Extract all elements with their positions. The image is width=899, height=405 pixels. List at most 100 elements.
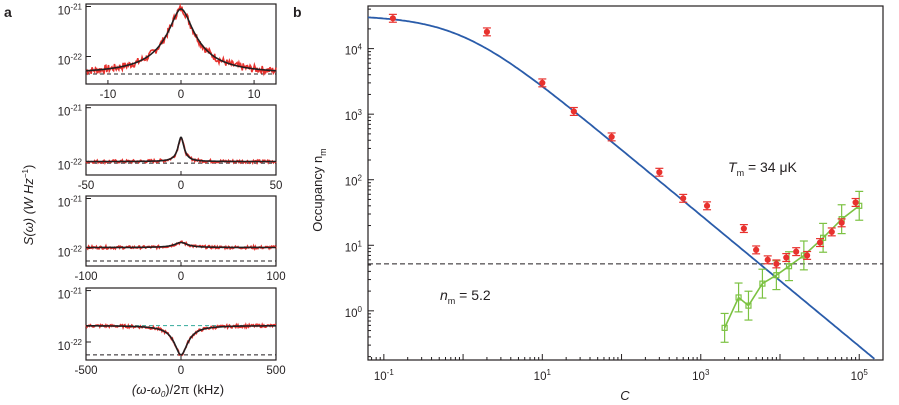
subplot-3-ytick-label-exp: -21 xyxy=(70,195,82,204)
panel-b-xtick-label-base: 10 xyxy=(851,371,864,383)
subplot-2-ytick-label-base: 10 xyxy=(58,107,71,119)
subplot-2-frame xyxy=(85,104,277,176)
subplot-2-xtick-label: 0 xyxy=(178,180,184,192)
annotation-T-value: = 34 μK xyxy=(744,159,797,175)
panel-a-xlabel-part2: )/2π (kHz) xyxy=(165,382,224,397)
annotation-n-symbol: n xyxy=(440,287,448,303)
panel-a-ylabel-sup: −1 xyxy=(21,168,30,178)
panel-b-red-point xyxy=(773,260,780,267)
panel-b-xtick-label-base: 10 xyxy=(374,371,387,383)
annotation-n-sub: m xyxy=(448,296,456,306)
panel-b-xtick-label: 10-1 xyxy=(374,368,394,383)
panel-b-red-point xyxy=(828,228,835,235)
panel-b-red-point xyxy=(539,79,546,86)
panel-b-xtick-label-base: 10 xyxy=(534,371,547,383)
subplot-4-xtick-label: 500 xyxy=(266,365,285,377)
panel-b-green-point xyxy=(773,272,780,279)
subplot-3-ytick-label: 10-21 xyxy=(58,195,83,210)
panel-a-xlabel-part1: (ω-ω xyxy=(132,382,161,397)
annotation-T-sub: m xyxy=(737,168,745,178)
panel-label-a: a xyxy=(4,4,12,20)
panel-b-ytick-label-base: 10 xyxy=(345,46,358,58)
panel-a-ylabel: S(ω) (W Hz−1) xyxy=(21,165,36,246)
panel-b-ytick-label-base: 10 xyxy=(345,242,358,254)
panel-b-red-point xyxy=(680,195,687,202)
panel-b-red-point xyxy=(783,254,790,261)
subplot-2-ytick-label-base: 10 xyxy=(58,161,71,173)
panel-b-xtick-label: 101 xyxy=(534,368,552,383)
panel-b-red-point xyxy=(703,202,711,209)
panel-b-xtick-label-exp: -1 xyxy=(387,368,395,377)
panel-b-red-point xyxy=(753,246,760,254)
panel-b-green-point xyxy=(735,294,742,301)
subplot-2-xtick-label: 50 xyxy=(270,180,283,192)
panel-a-xlabel: (ω-ω0)/2π (kHz) xyxy=(132,382,224,399)
subplot-4-data-trace xyxy=(85,322,277,357)
subplot-1-ytick-label-base: 10 xyxy=(58,56,71,68)
subplot-1-fit-curve xyxy=(85,8,277,72)
subplot-4-xtick-label: -500 xyxy=(74,365,97,377)
annotation-temperature: Tm = 34 μK xyxy=(728,159,798,178)
subplot-1-ytick-label: 10-22 xyxy=(58,53,83,68)
panel-a-xlabel-sub: 0 xyxy=(161,390,166,399)
subplot-3-frame xyxy=(85,195,277,267)
subplot-1-xtick-label: 10 xyxy=(248,89,261,101)
panel-b-ytick-label-exp: 3 xyxy=(358,108,363,117)
annotation-occupancy: nm = 5.2 xyxy=(440,287,491,306)
panel-a-ylabel-close: ) xyxy=(21,165,36,169)
panel-b-ytick-label-base: 10 xyxy=(345,111,358,123)
panel-b-red-point xyxy=(852,199,859,206)
subplot-1-data-trace xyxy=(85,3,277,77)
panel-b-red-point xyxy=(764,256,771,263)
annotation-n-value: = 5.2 xyxy=(455,287,491,303)
subplot-3-xtick-label: 100 xyxy=(266,271,285,283)
panel-a-ylabel-main: S(ω) (W Hz xyxy=(21,178,36,246)
panel-b-green-point xyxy=(721,324,728,331)
panel-b-ytick-label: 103 xyxy=(345,108,363,123)
panel-b-green-point xyxy=(759,280,766,287)
panel-b-frame xyxy=(367,5,884,361)
panel-b-ylabel: Occupancy nm xyxy=(310,148,328,231)
subplot-2-fit-curve xyxy=(86,136,276,163)
panel-b-green-point xyxy=(820,234,827,241)
panel-b-ytick-label: 102 xyxy=(345,174,363,189)
panel-b-ytick-label-exp: 4 xyxy=(358,43,363,52)
subplot-2-ytick-label-exp: -21 xyxy=(70,104,82,113)
panel-label-b: b xyxy=(293,4,302,20)
panel-b-ytick-label: 104 xyxy=(345,43,363,58)
panel-b-blue-fit-curve xyxy=(367,16,875,360)
panel-b-red-point xyxy=(570,108,577,115)
panel-b-red-point xyxy=(608,133,615,141)
panel-b-ytick-label-exp: 2 xyxy=(358,174,363,183)
subplot-4-fit-curve xyxy=(86,325,276,356)
subplot-2-ytick-label: 10-21 xyxy=(58,104,83,119)
subplot-1-ytick-label-base: 10 xyxy=(58,6,71,18)
panel-b-xtick-label: 103 xyxy=(692,368,710,383)
panel-b-ylabel-main: Occupancy n xyxy=(310,156,325,232)
annotation-T-symbol: T xyxy=(728,159,738,175)
panel-b-ytick-label-exp: 0 xyxy=(358,305,363,314)
subplot-1-ytick-label: 10-21 xyxy=(58,3,83,18)
panel-b-xtick-label-base: 10 xyxy=(692,371,705,383)
panel-b-ytick-label: 100 xyxy=(345,305,363,320)
subplot-4-frame xyxy=(85,287,277,361)
panel-b-red-point xyxy=(793,248,800,255)
panel-b-red-point xyxy=(483,28,491,35)
panel-b-green-point xyxy=(745,302,752,309)
subplot-2-ytick-label-exp: -22 xyxy=(70,158,82,167)
subplot-1-frame xyxy=(85,3,277,85)
subplot-3-ytick-label: 10-22 xyxy=(58,245,83,260)
subplot-3-xtick-label: 0 xyxy=(178,271,184,283)
panel-b-red-point xyxy=(740,225,747,232)
panel-b-green-point xyxy=(785,263,793,270)
panel-b-xlabel: C xyxy=(620,388,630,403)
subplot-2-ytick-label: 10-22 xyxy=(58,158,83,173)
panel-b-red-point xyxy=(816,239,824,246)
